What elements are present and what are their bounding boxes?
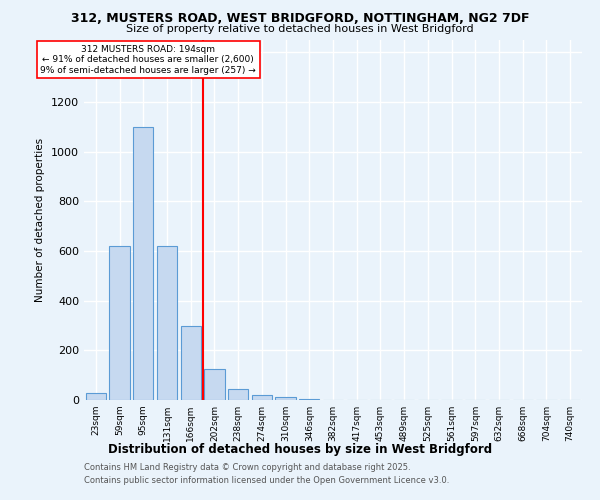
Text: Distribution of detached houses by size in West Bridgford: Distribution of detached houses by size … bbox=[108, 442, 492, 456]
Bar bbox=[181, 326, 201, 400]
Text: Contains HM Land Registry data © Crown copyright and database right 2025.: Contains HM Land Registry data © Crown c… bbox=[84, 464, 410, 472]
Bar bbox=[133, 127, 154, 400]
Y-axis label: Number of detached properties: Number of detached properties bbox=[35, 138, 46, 302]
Bar bbox=[109, 246, 130, 400]
Bar bbox=[228, 389, 248, 400]
Bar bbox=[157, 246, 177, 400]
Text: 312 MUSTERS ROAD: 194sqm
← 91% of detached houses are smaller (2,600)
9% of semi: 312 MUSTERS ROAD: 194sqm ← 91% of detach… bbox=[40, 45, 256, 75]
Bar bbox=[205, 369, 224, 400]
Bar bbox=[86, 392, 106, 400]
Text: 312, MUSTERS ROAD, WEST BRIDGFORD, NOTTINGHAM, NG2 7DF: 312, MUSTERS ROAD, WEST BRIDGFORD, NOTTI… bbox=[71, 12, 529, 26]
Bar bbox=[275, 397, 296, 400]
Text: Size of property relative to detached houses in West Bridgford: Size of property relative to detached ho… bbox=[126, 24, 474, 34]
Bar bbox=[299, 399, 319, 400]
Text: Contains public sector information licensed under the Open Government Licence v3: Contains public sector information licen… bbox=[84, 476, 449, 485]
Bar bbox=[252, 395, 272, 400]
